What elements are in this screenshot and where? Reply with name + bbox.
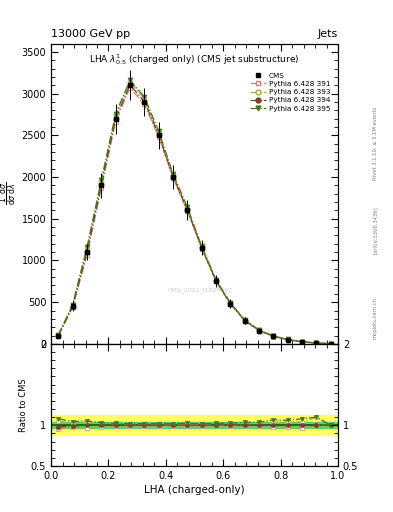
Text: LHA $\lambda^{1}_{0.5}$ (charged only) (CMS jet substructure): LHA $\lambda^{1}_{0.5}$ (charged only) (… [89, 53, 300, 68]
Text: CMS_2021_I1920187: CMS_2021_I1920187 [168, 287, 233, 293]
Text: Jets: Jets [318, 29, 338, 39]
X-axis label: LHA (charged-only): LHA (charged-only) [144, 485, 245, 495]
Y-axis label: $\frac{1}{\mathrm{d}\sigma}\frac{\mathrm{d}\sigma}{\mathrm{d}\lambda}$: $\frac{1}{\mathrm{d}\sigma}\frac{\mathrm… [0, 182, 19, 205]
Bar [51, 415, 338, 435]
Text: 13000 GeV pp: 13000 GeV pp [51, 29, 130, 39]
Text: Rivet 3.1.10, ≥ 3.1M events: Rivet 3.1.10, ≥ 3.1M events [373, 106, 378, 180]
Text: mcplots.cern.ch: mcplots.cern.ch [373, 296, 378, 338]
Y-axis label: Ratio to CMS: Ratio to CMS [19, 378, 28, 432]
Text: [arXiv:1306.3436]: [arXiv:1306.3436] [373, 206, 378, 254]
Legend: CMS, Pythia 6.428 391, Pythia 6.428 393, Pythia 6.428 394, Pythia 6.428 395: CMS, Pythia 6.428 391, Pythia 6.428 393,… [247, 70, 333, 115]
Bar [51, 422, 338, 429]
